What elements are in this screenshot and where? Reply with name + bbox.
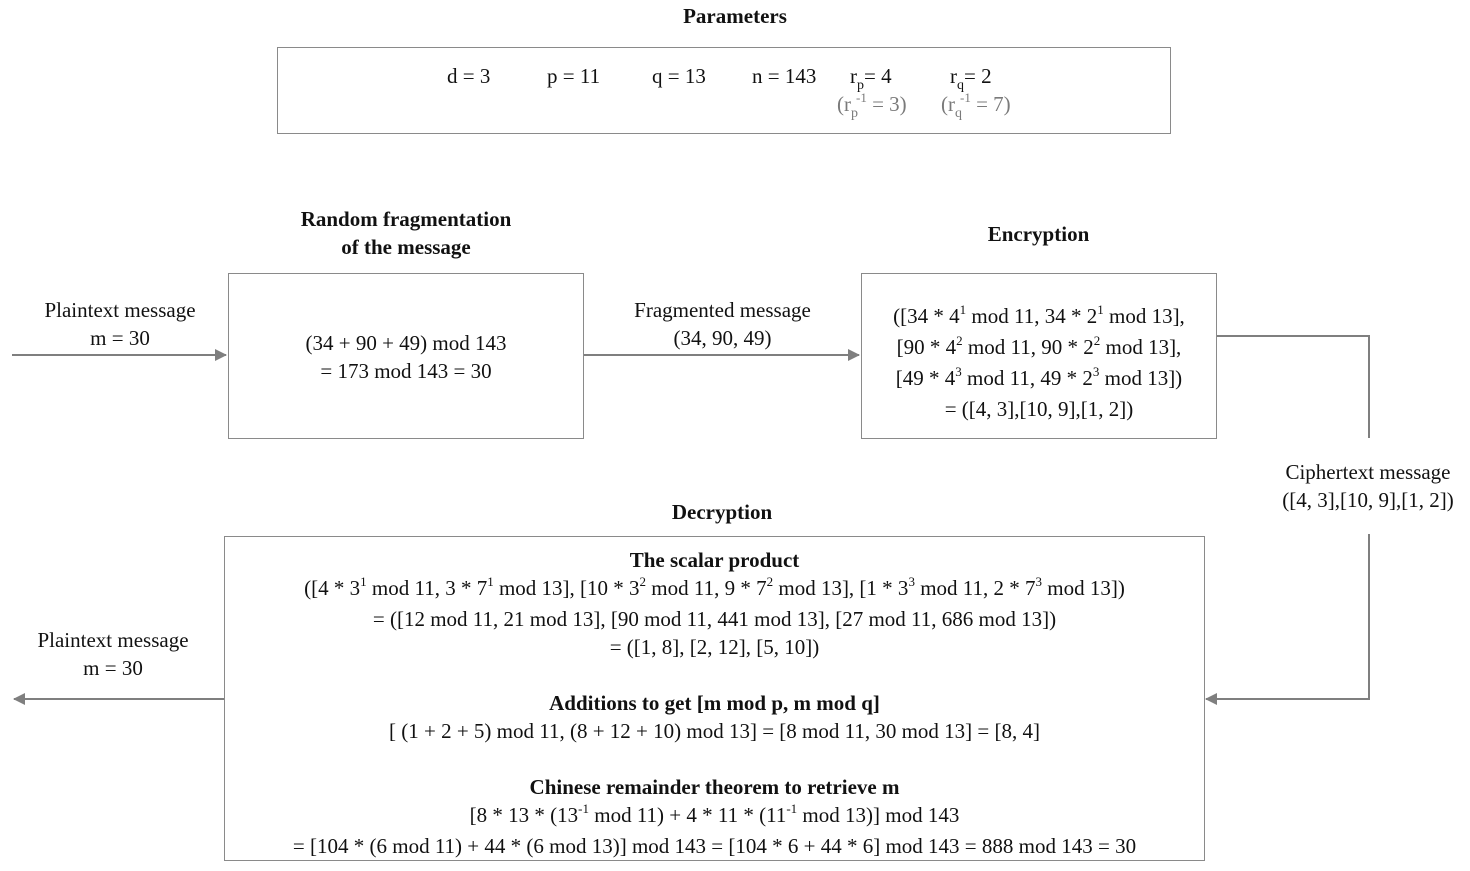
param-rq-inv-open: (r	[941, 92, 955, 116]
ciphertext-label-text: Ciphertext message	[1285, 460, 1451, 484]
param-rq-inv-sup: -1	[960, 90, 971, 105]
param-rq-inv-value: = 7)	[970, 92, 1011, 116]
crt-line1: [8 * 13 * (13-1 mod 11) + 4 * 11 * (11-1…	[469, 801, 960, 827]
param-rp-value: = 4	[864, 64, 892, 88]
decryption-title: Decryption	[671, 500, 773, 524]
param-rp: rp= 4	[850, 64, 892, 93]
param-rq-inv-sub: q	[955, 106, 962, 121]
encryption-line2: [90 * 42 mod 11, 90 * 22 mod 13],	[896, 333, 1182, 359]
param-p: p = 11	[547, 64, 601, 88]
fragmented-value-text: (34, 90, 49)	[673, 326, 772, 350]
output-plaintext-label: Plaintext message m = 30	[4, 626, 222, 682]
input-value-text: m = 30	[90, 326, 150, 350]
scalar-line1: ([4 * 31 mod 11, 3 * 71 mod 13], [10 * 3…	[304, 574, 1125, 600]
decryption-box: The scalar product ([4 * 31 mod 11, 3 * …	[224, 536, 1205, 861]
param-rp-inv-open: (r	[837, 92, 851, 116]
encryption-title: Encryption	[987, 222, 1090, 246]
crt-title: Chinese remainder theorem to retrieve m	[529, 775, 900, 799]
param-q: q = 13	[652, 64, 706, 88]
param-rq-base: r	[950, 64, 957, 88]
crt-line2: = [104 * (6 mod 11) + 44 * (6 mod 13)] m…	[292, 834, 1137, 858]
ciphertext-value-text: ([4, 3],[10, 9],[1, 2])	[1282, 488, 1454, 512]
param-rp-inv-sup: -1	[856, 90, 867, 105]
fragmented-label-text: Fragmented message	[634, 298, 811, 322]
scalar-line2: = ([12 mod 11, 21 mod 13], [90 mod 11, 4…	[372, 607, 1057, 631]
param-rq-value: = 2	[964, 64, 992, 88]
param-rq-inverse: (rq-1 = 7)	[941, 90, 1011, 121]
scalar-line3: = ([1, 8], [2, 12], [5, 10])	[609, 635, 820, 659]
input-plaintext-label: Plaintext message m = 30	[10, 296, 230, 352]
fragmentation-box: (34 + 90 + 49) mod 143 = 173 mod 143 = 3…	[228, 273, 584, 439]
encryption-line4: = ([4, 3],[10, 9],[1, 2])	[944, 397, 1134, 421]
connector-encryption-to-ciphertext	[1216, 335, 1370, 438]
additions-line1: [ (1 + 2 + 5) mod 11, (8 + 12 + 10) mod …	[388, 719, 1041, 743]
encryption-line1: ([34 * 41 mod 11, 34 * 21 mod 13],	[893, 302, 1185, 328]
ciphertext-label: Ciphertext message ([4, 3],[10, 9],[1, 2…	[1266, 458, 1470, 514]
input-label-text: Plaintext message	[44, 298, 196, 322]
param-d: d = 3	[447, 64, 491, 88]
output-value-text: m = 30	[83, 656, 143, 680]
param-rp-sub: p	[857, 78, 864, 93]
fragmentation-line1: (34 + 90 + 49) mod 143	[305, 331, 507, 355]
param-rp-inv-value: = 3)	[866, 92, 907, 116]
output-label-text: Plaintext message	[37, 628, 189, 652]
param-rp-inv-sub: p	[851, 106, 858, 121]
param-rq: rq= 2	[950, 64, 992, 93]
param-rp-base: r	[850, 64, 857, 88]
encryption-line3: [49 * 43 mod 11, 49 * 23 mod 13])	[895, 364, 1183, 390]
arrow-ciphertext-to-decryption	[1205, 534, 1370, 705]
param-rq-sub: q	[957, 78, 964, 93]
encryption-box: ([34 * 41 mod 11, 34 * 21 mod 13], [90 *…	[861, 273, 1217, 439]
fragmentation-title-line2: of the message	[341, 235, 471, 259]
scalar-product-title: The scalar product	[629, 548, 800, 572]
fragmentation-line2: = 173 mod 143 = 30	[320, 359, 492, 383]
parameters-box: d = 3 p = 11 q = 13 n = 143 rp= 4 rq= 2 …	[277, 47, 1171, 134]
param-n: n = 143	[752, 64, 817, 88]
additions-title: Additions to get [m mod p, m mod q]	[549, 691, 880, 715]
param-rp-inverse: (rp-1 = 3)	[837, 90, 907, 121]
fragmented-message-label: Fragmented message (34, 90, 49)	[600, 296, 845, 352]
fragmentation-title-line1: Random fragmentation	[300, 207, 512, 231]
parameters-title: Parameters	[683, 4, 787, 28]
fragmentation-title: Random fragmentation of the message	[228, 205, 584, 261]
